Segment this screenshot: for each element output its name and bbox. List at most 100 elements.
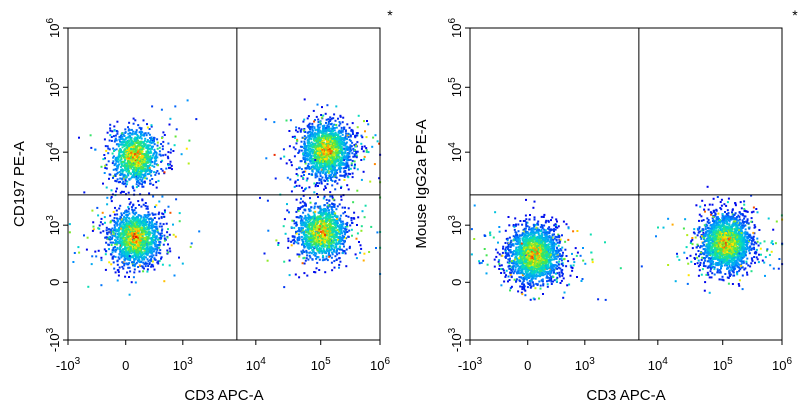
cell-event: [298, 166, 301, 169]
cell-event: [336, 137, 338, 140]
cell-event: [309, 201, 312, 204]
cell-event: [121, 154, 124, 157]
cell-event: [124, 159, 127, 162]
cell-event: [323, 154, 326, 157]
cell-event: [131, 174, 134, 177]
cell-event: [328, 145, 331, 148]
cell-event: [163, 280, 166, 283]
cell-event: [341, 151, 344, 154]
cell-event: [109, 123, 112, 126]
cell-event: [328, 159, 331, 162]
cell-event: [137, 135, 140, 138]
cell-event: [131, 158, 134, 161]
cell-event: [130, 167, 133, 170]
cell-event: [342, 162, 345, 165]
cell-event: [141, 266, 144, 269]
cell-event: [326, 171, 329, 173]
cell-event: [307, 155, 310, 158]
cell-event: [337, 237, 340, 240]
cell-event: [83, 191, 86, 194]
cell-event: [362, 150, 365, 153]
cell-event: [94, 250, 97, 253]
cell-event: [305, 179, 308, 182]
cell-event: [146, 237, 149, 240]
cell-event: [316, 145, 319, 148]
cell-event: [147, 169, 150, 172]
cell-event: [163, 239, 166, 242]
cell-event: [309, 251, 312, 254]
cell-event: [305, 249, 308, 252]
cell-event: [118, 153, 121, 156]
cell-event: [367, 123, 370, 126]
cell-event: [121, 135, 124, 138]
cell-event: [326, 135, 329, 138]
cell-event: [299, 129, 302, 132]
cell-event: [295, 126, 298, 129]
cell-event: [146, 253, 149, 256]
cell-event: [355, 154, 358, 157]
cell-event: [345, 228, 348, 231]
cell-event: [140, 176, 143, 179]
cell-event: [361, 136, 364, 139]
cell-event: [97, 249, 100, 252]
cell-event: [163, 234, 166, 237]
cell-event: [108, 261, 111, 264]
cell-event: [321, 140, 324, 143]
cell-event: [120, 165, 123, 168]
cell-event: [328, 175, 331, 178]
cell-event: [131, 263, 134, 266]
cell-event: [298, 149, 301, 152]
cell-event: [143, 169, 146, 172]
cell-event: [313, 220, 316, 223]
cell-event: [360, 159, 363, 161]
cell-event: [318, 247, 321, 250]
cell-event: [144, 202, 147, 204]
cell-event: [108, 173, 111, 176]
cell-event: [339, 260, 342, 263]
cell-event: [317, 154, 320, 157]
cell-event: [119, 136, 122, 139]
cell-event: [155, 181, 158, 184]
cell-event: [142, 203, 145, 206]
cell-event: [131, 256, 133, 258]
cell-event: [130, 138, 133, 141]
cell-event: [168, 247, 171, 250]
cell-event: [127, 171, 130, 174]
cell-event: [310, 252, 313, 255]
cell-event: [146, 241, 149, 243]
cell-event: [141, 168, 144, 171]
cell-event: [343, 231, 346, 234]
cell-event: [343, 235, 345, 238]
cell-event: [332, 198, 335, 201]
cell-event: [349, 139, 352, 142]
cell-event: [128, 262, 131, 265]
cell-event: [355, 152, 358, 155]
cell-event: [127, 220, 130, 223]
cell-event: [135, 177, 138, 180]
cell-event: [155, 252, 158, 254]
cell-event: [155, 240, 158, 243]
cell-event: [114, 271, 117, 274]
cell-event: [299, 201, 302, 204]
cell-event: [294, 240, 296, 243]
cell-event: [130, 161, 133, 164]
cell-event: [150, 223, 153, 226]
cell-event: [147, 160, 150, 163]
cell-event: [329, 215, 332, 218]
cell-event: [333, 152, 336, 155]
cell-event: [158, 246, 161, 249]
cell-event: [345, 132, 348, 135]
cell-event: [127, 174, 130, 177]
cell-event: [120, 134, 122, 137]
cell-event: [331, 138, 334, 141]
cell-event: [113, 249, 115, 252]
cell-event: [118, 266, 121, 269]
cell-event: [335, 157, 338, 160]
cell-event: [134, 158, 137, 161]
cell-event: [136, 174, 139, 177]
cell-event: [356, 232, 359, 235]
cell-event: [328, 134, 331, 137]
cell-event: [348, 152, 351, 155]
cell-event: [144, 137, 147, 140]
cell-event: [313, 157, 316, 160]
